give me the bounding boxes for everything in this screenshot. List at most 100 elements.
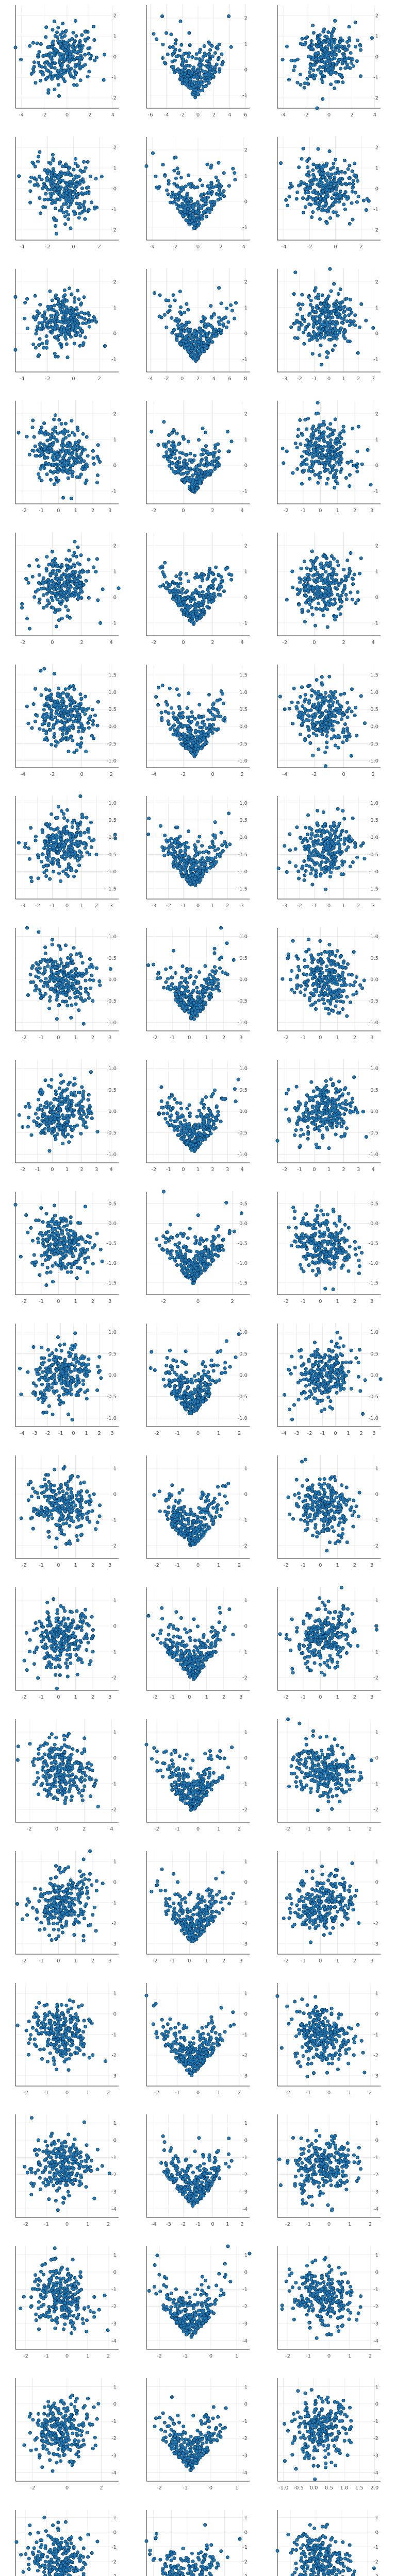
x-tick-label: -4: [20, 376, 25, 382]
scatter-point: [325, 195, 328, 198]
scatter-point: [38, 196, 41, 199]
scatter-point: [343, 159, 346, 162]
scatter-point: [193, 340, 196, 343]
scatter-point: [67, 461, 70, 464]
scatter-point: [185, 323, 188, 326]
scatter-point: [306, 36, 309, 39]
scatter-point: [334, 324, 337, 327]
scatter-point: [74, 65, 77, 68]
scatter-point: [179, 176, 183, 179]
scatter-point: [335, 461, 338, 464]
scatter-point: [165, 581, 168, 584]
scatter-point: [42, 464, 45, 467]
scatter-point: [178, 451, 182, 454]
scatter-point: [44, 430, 47, 433]
scatter-point: [303, 469, 306, 472]
scatter-point: [171, 597, 174, 600]
scatter-point: [165, 189, 168, 192]
scatter-point: [58, 608, 61, 611]
scatter-point: [293, 336, 296, 340]
scatter-panel-3: -4 -2 0 2 4-2-1012: [277, 5, 381, 118]
scatter-point: [187, 174, 190, 177]
scatter-point: [329, 443, 332, 446]
scatter-point: [51, 153, 54, 156]
scatter-point: [178, 456, 181, 460]
scatter-point: [65, 445, 69, 448]
scatter-point: [325, 328, 328, 331]
scatter-point: [186, 462, 189, 465]
scatter-point: [199, 328, 202, 331]
scatter-point: [188, 211, 191, 214]
scatter-point: [296, 81, 299, 84]
scatter-point: [316, 448, 319, 451]
scatter-point: [158, 585, 161, 588]
scatter-point: [69, 74, 72, 77]
scatter-point: [356, 39, 359, 42]
scatter-point: [212, 592, 216, 595]
scatter-point: [39, 429, 42, 432]
scatter-point: [356, 470, 359, 473]
scatter-point: [318, 217, 321, 221]
scatter-point: [203, 44, 206, 47]
scatter-point: [167, 433, 170, 436]
scatter-point: [67, 608, 70, 612]
scatter-point: [80, 47, 83, 50]
scatter-point: [84, 481, 87, 484]
scatter-point: [51, 550, 54, 553]
scatter-point: [47, 45, 51, 48]
scatter-point: [320, 193, 323, 196]
scatter-point: [56, 598, 59, 601]
scatter-point: [40, 178, 43, 181]
scatter-point: [27, 581, 30, 584]
scatter-point: [320, 363, 323, 366]
scatter-point: [332, 27, 335, 30]
scatter-point: [55, 584, 58, 587]
scatter-point: [218, 449, 221, 452]
scatter-point: [218, 323, 221, 326]
scatter-point: [52, 75, 55, 78]
scatter-point: [176, 324, 179, 327]
scatter-point: [37, 588, 40, 591]
scatter-point: [31, 41, 35, 44]
scatter-point: [55, 625, 58, 628]
x-tick-label: -4: [20, 244, 25, 250]
scatter-point: [36, 160, 39, 163]
x-tick-label: 2: [88, 112, 91, 118]
y-tick-label: -2: [373, 96, 378, 101]
x-tick-label: -4: [150, 244, 155, 250]
scatter-point: [193, 349, 196, 352]
scatter-point: [211, 452, 214, 455]
scatter-point: [331, 457, 334, 460]
scatter-point: [317, 51, 320, 54]
scatter-point: [312, 175, 316, 178]
scatter-point: [191, 613, 194, 616]
x-tick-label: -2: [173, 244, 178, 250]
scatter-point: [189, 77, 192, 80]
scatter-point: [54, 355, 57, 358]
scatter-point: [314, 441, 317, 444]
scatter-point: [212, 455, 215, 459]
scatter-point: [53, 418, 56, 421]
scatter-point: [160, 14, 163, 18]
scatter-point: [314, 197, 317, 200]
scatter-point: [171, 331, 174, 334]
scatter-point: [202, 315, 205, 318]
scatter-point: [318, 33, 321, 37]
scatter-point: [72, 326, 75, 329]
scatter-point: [70, 497, 73, 500]
scatter-point: [230, 309, 234, 312]
scatter-point: [50, 184, 53, 188]
scatter-point: [82, 342, 85, 345]
scatter-point: [308, 477, 311, 480]
scatter-point: [172, 65, 175, 69]
scatter-point: [320, 209, 323, 212]
y-tick-label: 1: [244, 437, 248, 443]
x-tick-label: 4: [110, 640, 113, 646]
scatter-point: [32, 70, 35, 73]
scatter-point: [327, 304, 331, 308]
scatter-point: [64, 187, 68, 190]
scatter-point: [28, 180, 31, 183]
scatter-point: [201, 70, 204, 73]
scatter-point: [53, 304, 56, 307]
y-tick-label: 2: [375, 145, 378, 151]
